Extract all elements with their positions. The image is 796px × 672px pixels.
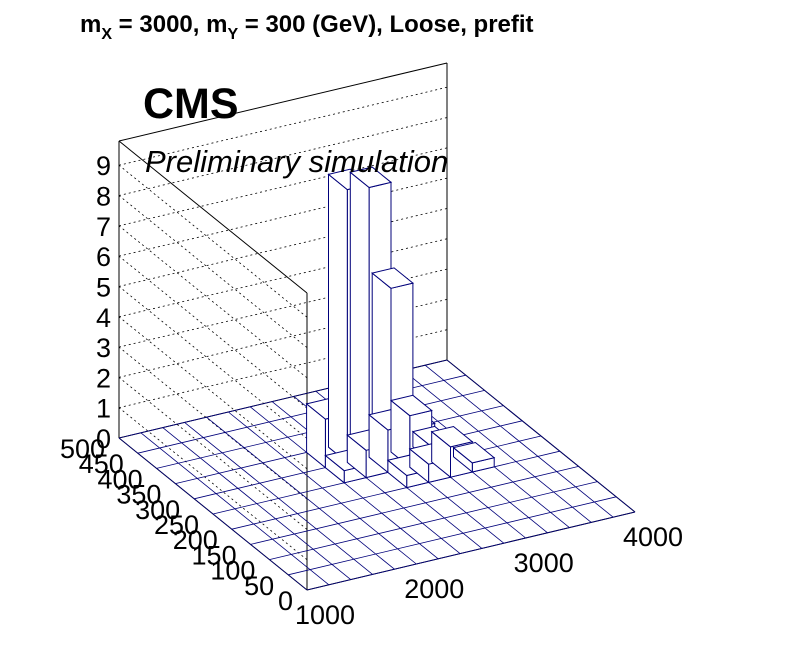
bars-group	[305, 166, 496, 489]
z-tick-label: 7	[96, 212, 111, 242]
grid-line-z	[118, 238, 448, 318]
grid-line-z	[118, 195, 308, 348]
floor-grid-line	[306, 511, 636, 591]
z-tick-label: 3	[96, 333, 111, 363]
tick-labels: 0123456789050100150200250300350400450500…	[60, 151, 683, 630]
y-tick-label: 400	[98, 464, 143, 494]
x-tick-label: 4000	[623, 522, 683, 552]
floor-grid-line	[288, 496, 617, 576]
grid-line-z	[118, 286, 308, 439]
lego-bar	[452, 441, 496, 474]
z-tick-label: 5	[96, 273, 111, 303]
z-tick-label: 4	[96, 303, 111, 333]
grid-line-z	[118, 316, 308, 470]
grid-line-z	[118, 346, 308, 500]
grid-line-z	[118, 164, 308, 318]
z-tick-label: 1	[96, 394, 111, 424]
floor-grid-line	[250, 466, 579, 545]
y-tick-label: 500	[60, 434, 105, 464]
grid-line-z	[118, 117, 448, 196]
floor-grid-line	[269, 481, 598, 560]
z-tick-label: 2	[96, 363, 111, 393]
y-tick-label: 350	[116, 480, 161, 510]
y-tick-label: 100	[210, 556, 255, 586]
y-tick-label: 50	[244, 571, 274, 601]
z-tick-label: 0	[96, 424, 111, 454]
grid-line-z	[118, 147, 448, 227]
grid-line-z	[118, 225, 308, 379]
y-tick-label: 150	[192, 540, 237, 570]
z-tick-label: 6	[96, 242, 111, 272]
bar-top-face	[371, 267, 415, 289]
floor-grid-line	[231, 450, 560, 530]
cms-label: CMS	[143, 80, 239, 128]
bar-top-face	[389, 394, 433, 417]
bar-top-face	[430, 425, 474, 448]
preliminary-simulation-label: Preliminary simulation	[145, 144, 448, 179]
axis-frame-edge	[118, 62, 448, 142]
y-tick-label: 250	[154, 510, 199, 540]
y-tick-label: 200	[173, 525, 218, 555]
bar-top-face	[452, 441, 496, 464]
z-tick-label: 8	[96, 182, 111, 212]
grid-line-z	[118, 255, 308, 409]
plot-title: mX = 3000, mY = 300 (GeV), Loose, prefit	[80, 11, 534, 43]
bar-left-face	[349, 171, 370, 459]
y-tick-label: 450	[79, 449, 124, 479]
bar-left-face	[328, 173, 348, 464]
grid-line-z	[118, 377, 308, 530]
z-tick-label: 9	[96, 151, 111, 181]
x-tick-label: 2000	[404, 574, 464, 604]
grid-line-z	[118, 208, 448, 287]
grid-line-z	[118, 177, 448, 257]
grid-line-z	[118, 407, 308, 561]
axis-frame-edge	[118, 140, 308, 294]
bar-top-face	[349, 166, 393, 189]
y-tick-label: 0	[278, 586, 293, 616]
y-tick-label: 300	[135, 495, 180, 525]
grid-line-z	[118, 86, 448, 166]
x-tick-label: 1000	[295, 600, 355, 630]
x-tick-label: 3000	[514, 548, 574, 578]
